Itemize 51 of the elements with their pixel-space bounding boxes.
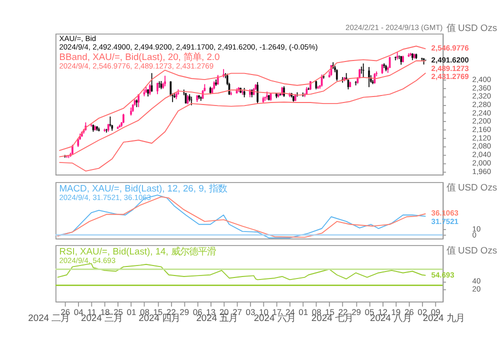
candlestick [122, 113, 124, 124]
chart-title: XAU/=, Bid [59, 34, 96, 44]
text: 2024/9/4, 2,492.4900, 2,494.9200, 2,491.1700, 2,491.6200, -1.2649, (-0.05%) [59, 42, 318, 52]
y-axis-title: 值 USD Ozs [446, 22, 498, 33]
chart-title: RSI, XAU/=, Bid(Last), 14, 威尔德平滑 [59, 245, 216, 256]
y-tick-label: 2,320 [472, 92, 492, 101]
y-tick-label: 2,200 [472, 116, 492, 126]
x-tick-label: 04 [74, 307, 84, 318]
y-tick-label: 2,400 [472, 74, 492, 84]
text: 2024/9/4, 54.693 [59, 256, 116, 265]
line-series [58, 46, 426, 152]
line-series [58, 72, 426, 172]
line-series [56, 263, 426, 280]
line-series [58, 60, 426, 158]
y-tick-label: 40 [472, 276, 481, 286]
annotation: 2,491.6200 [431, 55, 469, 64]
candlestick [156, 82, 158, 95]
x-tick-label: 29 [180, 307, 190, 318]
y-tick-label: 2,160 [472, 125, 492, 134]
x-axis-title: 2024/2/21 - 2024/9/13 (GMT) [346, 22, 444, 32]
y-axis-title: 值 USD Ozs [446, 182, 498, 193]
y-tick-label: 2,080 [472, 142, 492, 151]
text: 2024/9/4, 31.7521, 36.1063 [59, 192, 151, 202]
candlestick [256, 82, 258, 104]
annotation: BBand, XAU/=, Bid(Last), 20, 简单, 2.0 [59, 50, 220, 62]
candlestick [360, 66, 362, 74]
y-tick-label: 2,000 [472, 158, 492, 168]
y-tick-label: 2,040 [472, 150, 492, 160]
candlestick [186, 94, 189, 105]
candlestick [368, 66, 370, 88]
candlestick [109, 116, 112, 128]
candlestick [164, 75, 166, 87]
candlestick [148, 84, 151, 96]
y-axis-title: 值 USD Ozs [446, 244, 498, 256]
x-tick-label: 29 [352, 307, 362, 318]
y-tick-label: 2,280 [472, 100, 492, 109]
candlestick [138, 94, 140, 108]
annotation: 2024/9/4, 2,546.9776, 2,489.1273, 2,431.2769 [59, 61, 214, 70]
candlestick [72, 144, 74, 156]
y-tick-label: 1,960 [472, 166, 492, 176]
candlestick [243, 87, 246, 98]
y-tick-label: 2,120 [472, 133, 492, 142]
x-tick-label: 01 [126, 307, 136, 318]
x-tick-label: 03 [246, 307, 256, 318]
chart-title: MACD, XAU/=, Bid(Last), 12, 26, 9, 指数 [59, 182, 228, 194]
y-tick-label: 2,360 [472, 83, 492, 92]
y-tick-label: 2,240 [472, 108, 492, 118]
data-label: 54.693 [431, 270, 454, 280]
candlestick [336, 68, 338, 82]
x-tick-label: 01 [298, 307, 308, 318]
y-tick-label: 20 [472, 284, 481, 294]
